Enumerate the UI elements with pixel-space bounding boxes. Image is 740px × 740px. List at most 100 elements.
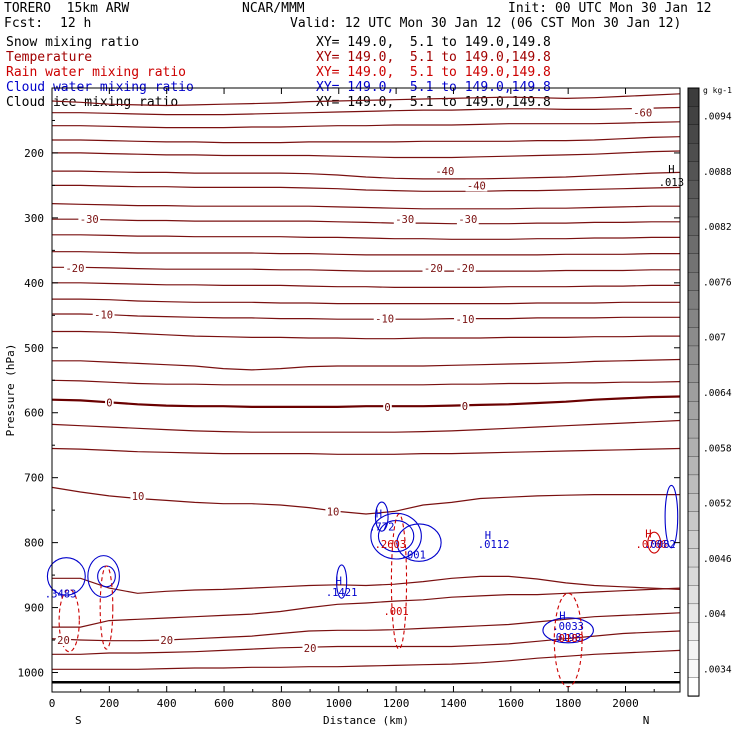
- y-tick-label-7: 900: [24, 602, 44, 615]
- contour-label-4: -40: [467, 180, 486, 192]
- contour-labels: -60H.013-40-40-30 -30 -30-20 -20 -20-10 -10 -1…: [45, 106, 684, 655]
- x-tick-label-10: 2000: [612, 697, 639, 710]
- colorbar: .0094 .0088 .0082 .0076 .007 .0064 .0058 .0052.…: [687, 87, 732, 697]
- colorbar-tick-label-7: .0052: [703, 499, 732, 510]
- isotherm-16: [52, 358, 681, 371]
- contour-label-37: .0766: [636, 539, 668, 551]
- colorbar-cell-18: [687, 419, 700, 439]
- legend-entry-snow: Snow mixing ratio: [6, 35, 140, 50]
- x-tick-label-9: 1800: [555, 697, 582, 710]
- y-axis-title: Pressure (hPa): [4, 344, 17, 437]
- mixing-ratio-contour-7: [87, 555, 120, 598]
- contour-label-bg-4: [465, 179, 488, 192]
- isotherm-0: [51, 93, 681, 107]
- mixing-ratio-contour-5: [336, 564, 348, 599]
- contour-label-16: 0: [462, 401, 468, 413]
- mixing-ratio-contour-13: [664, 484, 679, 549]
- y-tick-label-4: 600: [24, 407, 44, 420]
- mixing-ratio-contour-10: [58, 588, 80, 653]
- contour-label-5: -30: [80, 214, 99, 226]
- isotherm-11: [52, 266, 680, 272]
- isotherm-25: [52, 630, 681, 655]
- model-name: TORERO 15km ARW: [4, 1, 130, 16]
- contour-label-bg-20: [159, 634, 175, 647]
- colorbar-cell-7: [687, 216, 700, 237]
- forecast-hour: 12 h: [60, 16, 92, 31]
- contour-label-30: .3483: [45, 588, 77, 600]
- isotherm-26: [52, 649, 681, 670]
- isotherm-10: [52, 251, 680, 256]
- contour-label-19: 20: [57, 635, 70, 647]
- colorbar-cell-23: [687, 511, 700, 531]
- colorbar-cell-14: [687, 345, 700, 366]
- colorbar-tick-label-1: .0088: [703, 167, 732, 178]
- x-axis-title: Distance (km): [323, 714, 409, 727]
- colorbar-cell-0: [687, 87, 700, 108]
- contour-label-7: -30: [458, 214, 477, 226]
- x-tick-label-7: 1400: [440, 697, 467, 710]
- contour-label-bg-10: [454, 261, 476, 274]
- y-tick-label-6: 800: [24, 537, 44, 550]
- contour-label-38: .0082: [644, 539, 676, 551]
- contour-label-35: .0183: [552, 633, 584, 645]
- isotherm-3: [52, 136, 681, 144]
- contour-label-34: .0198: [549, 632, 581, 644]
- colorbar-cell-13: [687, 327, 700, 347]
- contour-label-13: -10: [455, 314, 474, 326]
- colorbar-cell-2: [687, 124, 700, 144]
- isotherm-19: [51, 419, 681, 433]
- colorbar-cell-27: [687, 585, 700, 605]
- colorbar-cell-28: [687, 603, 700, 623]
- colorbar-unit: g kg-1: [703, 86, 732, 95]
- colorbar-cell-3: [687, 143, 700, 163]
- x-axis-left-end-label: S: [75, 714, 82, 727]
- temperature-contours: [51, 93, 681, 684]
- contour-label-10: -20: [455, 263, 474, 275]
- isotherm-1: [52, 106, 681, 116]
- mixing-ratio-contour-8: [97, 565, 116, 588]
- contour-label-0: -60: [633, 108, 652, 120]
- contour-label-11: -10: [94, 310, 113, 322]
- isotherm-15: [52, 330, 680, 340]
- colorbar-tick-label-0: .0094: [703, 112, 732, 123]
- contour-label-24: .2603: [375, 539, 407, 551]
- contour-label-1: H: [668, 164, 674, 176]
- colorbar-tick-label-4: .007: [703, 333, 726, 344]
- contour-label-20: 20: [160, 635, 173, 647]
- colorbar-cell-6: [687, 198, 700, 218]
- contour-label-bg-7: [456, 213, 479, 226]
- contour-label-bg-16: [460, 400, 470, 413]
- legend-xy-rain: XY= 149.0, 5.1 to 149.0,149.8: [316, 65, 551, 80]
- contour-label-9: -20: [424, 263, 443, 275]
- colorbar-tick-label-6: .0058: [703, 443, 732, 454]
- colorbar-cell-20: [687, 456, 700, 476]
- isotherm-20: [51, 447, 681, 455]
- isotherm-4: [52, 150, 681, 159]
- contour-label-bg-15: [383, 400, 392, 413]
- contour-label-2: .013: [659, 177, 684, 189]
- colorbar-cell-26: [687, 566, 700, 587]
- valid-time: Valid: 12 UTC Mon 30 Jan 12 (06 CST Mon …: [290, 16, 682, 31]
- colorbar-cell-9: [687, 253, 700, 273]
- contour-label-18: 10: [327, 506, 340, 518]
- legend-xy-temperature: XY= 149.0, 5.1 to 149.0,149.8: [316, 50, 551, 65]
- contour-label-27: .0112: [478, 539, 510, 551]
- legend-entry-cloud-ice: Cloud ice mixing ratio: [6, 95, 179, 110]
- contour-label-33: .0033: [552, 621, 584, 633]
- contour-label-14: 0: [106, 397, 112, 409]
- colorbar-cell-30: [687, 640, 700, 660]
- legend-xy-snow: XY= 149.0, 5.1 to 149.0,149.8: [316, 35, 551, 50]
- colorbar-cell-10: [687, 272, 700, 292]
- contour-label-bg-3: [433, 165, 456, 178]
- isotherm-17: [51, 379, 681, 386]
- isotherm-8: [52, 218, 680, 225]
- contour-label-26: H: [485, 530, 491, 542]
- contour-label-12: -10: [375, 314, 394, 326]
- x-tick-label-0: 0: [49, 697, 56, 710]
- isotherm-12: [52, 282, 680, 288]
- legend-entry-rain: Rain water mixing ratio: [6, 65, 187, 80]
- forecast-label: Fcst:: [4, 16, 44, 31]
- y-tick-label-5: 700: [24, 472, 44, 485]
- x-tick-label-3: 600: [214, 697, 234, 710]
